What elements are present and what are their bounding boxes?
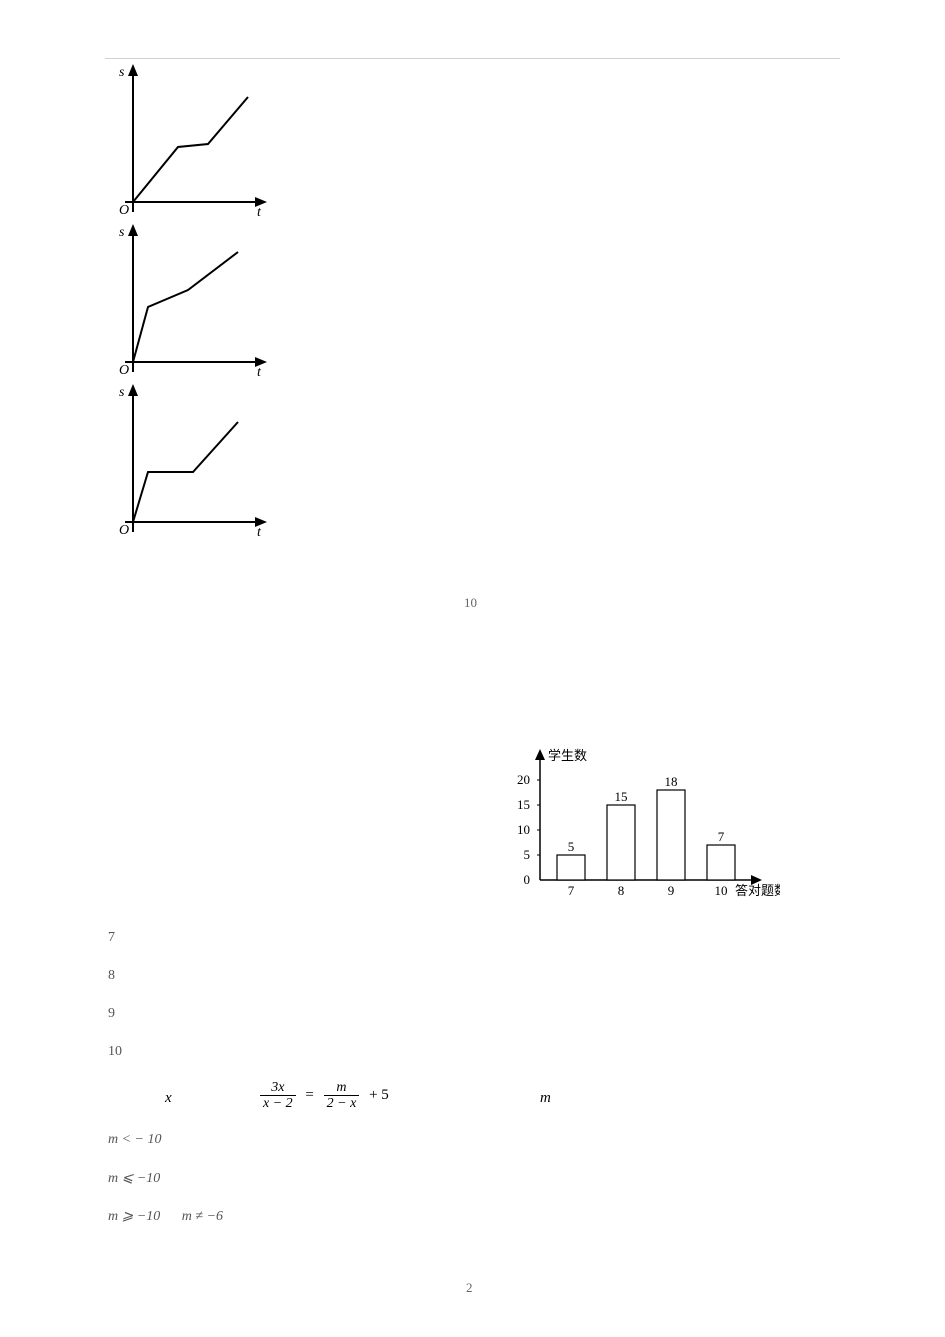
- bar-value-3: 7: [718, 829, 725, 844]
- equation: 3x x − 2 = m 2 − x + 5: [260, 1080, 389, 1112]
- ytick-10: 10: [517, 822, 530, 837]
- line-chart-option-c: s O t: [105, 222, 275, 377]
- ytick-15: 15: [517, 797, 530, 812]
- bar-value-1: 15: [615, 789, 628, 804]
- y-axis-label: s: [119, 385, 125, 400]
- mid-number: 10: [464, 595, 477, 611]
- bar-value-0: 5: [568, 839, 575, 854]
- xcat-1: 8: [618, 883, 625, 898]
- option-d: 10: [108, 1044, 122, 1060]
- plus-five: + 5: [363, 1087, 389, 1103]
- lhs-num: 3x: [260, 1080, 296, 1096]
- ytick-5: 5: [524, 847, 531, 862]
- option-b: 8: [108, 968, 115, 984]
- origin-label: O: [119, 523, 129, 537]
- rhs-den: 2 − x: [324, 1096, 360, 1111]
- x-axis-label: t: [257, 205, 262, 217]
- m-option-c: m ⩾ −10 m ≠ −6: [108, 1208, 223, 1225]
- line-chart-option-d: s O t: [105, 382, 275, 537]
- m-option-b: m ⩽ −10: [108, 1170, 160, 1187]
- equation-param: m: [540, 1090, 551, 1107]
- option-a: 7: [108, 930, 115, 946]
- lhs-den: x − 2: [260, 1096, 296, 1111]
- page-number: 2: [466, 1280, 473, 1296]
- top-divider: [105, 58, 840, 59]
- origin-label: O: [119, 203, 129, 217]
- y-axis-label: s: [119, 225, 125, 240]
- origin-label: O: [119, 363, 129, 377]
- xcat-3: 10: [715, 883, 728, 898]
- y-axis-title: 学生数: [548, 748, 587, 763]
- line-chart-option-b: s O t: [105, 62, 275, 217]
- xcat-2: 9: [668, 883, 675, 898]
- x-axis-label: t: [257, 365, 262, 377]
- bar-chart: 0 5 10 15 20 5 15 18 7 7 8 9 10 学生数 答对题数: [500, 745, 780, 900]
- y-axis-label: s: [119, 65, 125, 80]
- m-option-a: m < − 10: [108, 1132, 162, 1148]
- rhs-num: m: [324, 1080, 360, 1096]
- x-axis-label: t: [257, 525, 262, 537]
- xcat-0: 7: [568, 883, 575, 898]
- option-c: 9: [108, 1006, 115, 1022]
- equals: =: [299, 1087, 319, 1103]
- ytick-20: 20: [517, 772, 530, 787]
- bar-value-2: 18: [665, 774, 678, 789]
- ytick-0: 0: [524, 872, 531, 887]
- x-axis-title: 答对题数: [735, 883, 780, 898]
- equation-var: x: [165, 1090, 172, 1107]
